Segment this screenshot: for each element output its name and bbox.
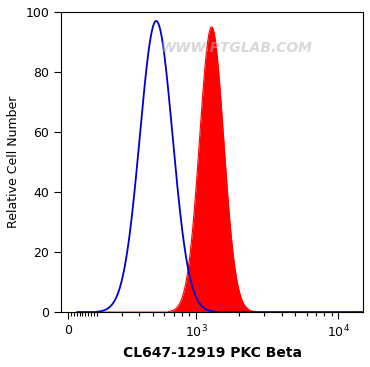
X-axis label: CL647-12919 PKC Beta: CL647-12919 PKC Beta	[122, 346, 302, 360]
Text: WWW.PTGLAB.COM: WWW.PTGLAB.COM	[160, 41, 312, 55]
Y-axis label: Relative Cell Number: Relative Cell Number	[7, 96, 20, 228]
